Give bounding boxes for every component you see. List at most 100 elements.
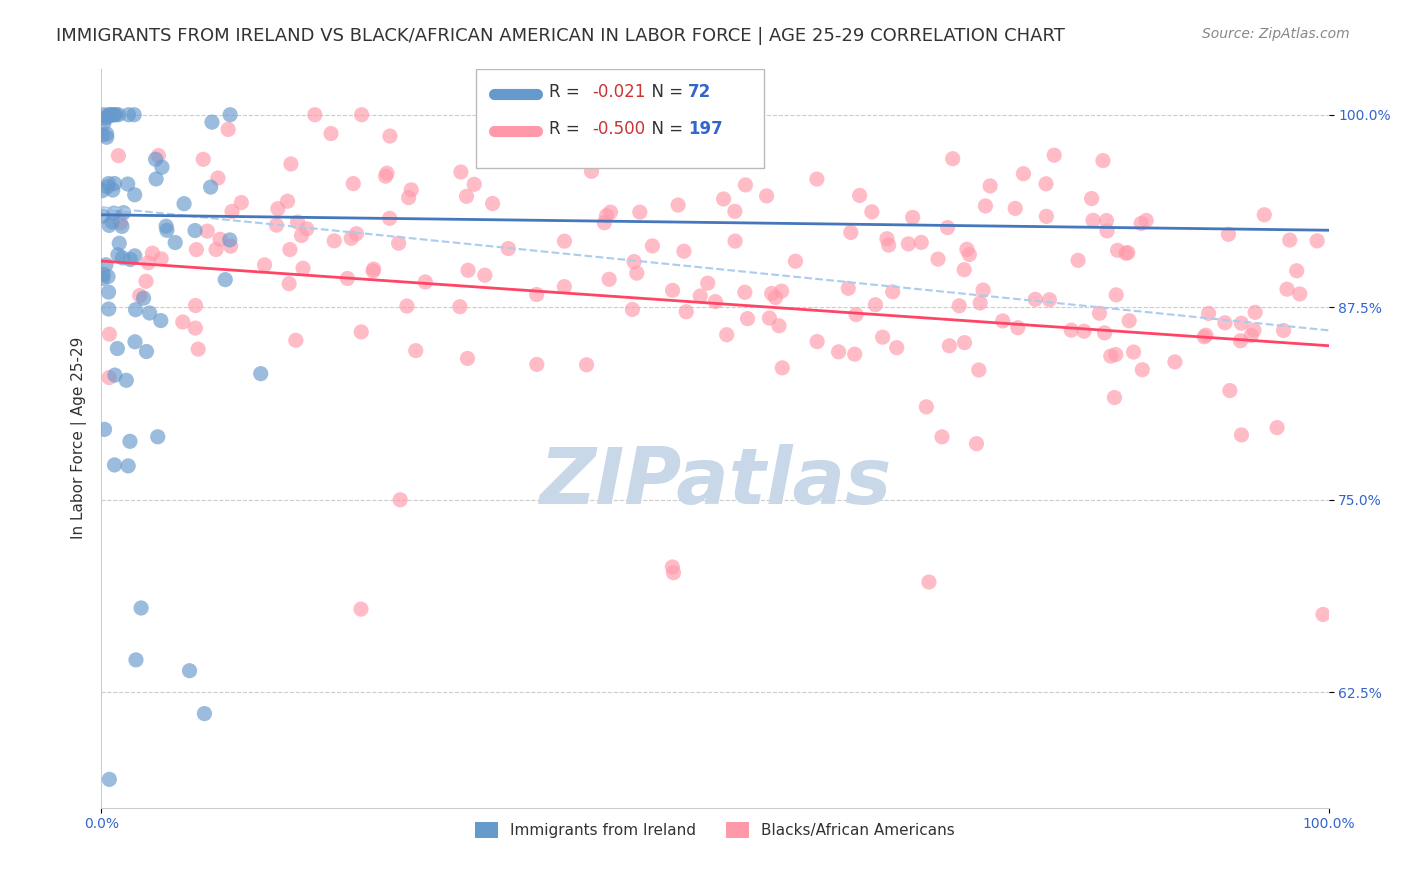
Point	[103, 206, 125, 220]
Point	[765, 291, 787, 305]
Point	[704, 294, 727, 309]
Point	[1275, 282, 1298, 296]
Point	[991, 314, 1014, 328]
Point	[806, 334, 828, 349]
Point	[118, 434, 141, 449]
Text: ZIPatlas: ZIPatlas	[538, 444, 891, 521]
Point	[675, 305, 697, 319]
Point	[734, 285, 756, 300]
Point	[1195, 328, 1218, 343]
Point	[101, 183, 124, 197]
Point	[304, 108, 326, 122]
Point	[101, 215, 124, 229]
Point	[737, 311, 759, 326]
Point	[94, 258, 117, 272]
Point	[450, 165, 472, 179]
Point	[132, 291, 155, 305]
Point	[91, 184, 114, 198]
Point	[1272, 324, 1295, 338]
Point	[877, 238, 900, 252]
Point	[104, 368, 127, 383]
Point	[98, 108, 121, 122]
Point	[108, 236, 131, 251]
Point	[872, 330, 894, 344]
Point	[350, 108, 373, 122]
Point	[93, 422, 115, 436]
Point	[1122, 345, 1144, 359]
Point	[103, 177, 125, 191]
Point	[96, 111, 118, 125]
Point	[145, 153, 167, 167]
Point	[1230, 428, 1253, 442]
Point	[956, 242, 979, 256]
Point	[1007, 320, 1029, 334]
Text: N =: N =	[641, 83, 689, 101]
Point	[207, 171, 229, 186]
Point	[103, 458, 125, 472]
Point	[696, 276, 718, 290]
Point	[96, 127, 118, 141]
Point	[295, 222, 318, 236]
Point	[117, 458, 139, 473]
Legend: Immigrants from Ireland, Blacks/African Americans: Immigrants from Ireland, Blacks/African …	[468, 816, 962, 845]
Point	[340, 231, 363, 245]
Point	[111, 219, 134, 234]
Point	[195, 224, 218, 238]
Point	[1088, 306, 1111, 320]
Point	[128, 288, 150, 302]
Point	[481, 196, 503, 211]
Point	[319, 127, 342, 141]
Point	[1099, 349, 1122, 363]
Point	[148, 148, 170, 162]
Point	[184, 299, 207, 313]
Point	[1035, 177, 1057, 191]
Point	[98, 219, 121, 233]
Point	[1105, 348, 1128, 362]
Point	[187, 342, 209, 356]
Point	[231, 195, 253, 210]
Point	[1080, 192, 1102, 206]
Point	[768, 318, 790, 333]
Point	[1192, 330, 1215, 344]
Point	[117, 108, 139, 122]
Point	[581, 164, 603, 178]
Text: N =: N =	[641, 120, 689, 138]
Point	[553, 279, 575, 293]
Point	[98, 327, 121, 342]
Point	[848, 188, 870, 202]
Point	[1038, 293, 1060, 307]
Point	[97, 301, 120, 316]
Point	[1105, 288, 1128, 302]
Point	[336, 271, 359, 285]
Point	[1004, 202, 1026, 216]
Point	[219, 239, 242, 253]
Text: R =: R =	[550, 120, 585, 138]
Point	[1288, 287, 1310, 301]
Point	[967, 363, 990, 377]
Point	[145, 172, 167, 186]
Point	[97, 285, 120, 299]
Point	[1060, 323, 1083, 337]
Point	[374, 169, 396, 184]
Point	[96, 179, 118, 194]
Point	[1265, 420, 1288, 434]
Point	[112, 205, 135, 219]
Point	[93, 117, 115, 131]
Point	[1130, 217, 1153, 231]
Point	[974, 199, 997, 213]
Point	[860, 204, 883, 219]
Point	[267, 202, 290, 216]
Point	[972, 283, 994, 297]
Point	[1107, 244, 1129, 258]
Point	[724, 234, 747, 248]
Point	[886, 341, 908, 355]
Point	[165, 235, 187, 250]
Point	[1198, 306, 1220, 320]
Point	[1230, 316, 1253, 330]
Point	[378, 211, 401, 226]
Point	[342, 177, 364, 191]
Point	[918, 575, 941, 590]
Point	[150, 252, 173, 266]
Point	[526, 358, 548, 372]
Point	[107, 108, 129, 122]
